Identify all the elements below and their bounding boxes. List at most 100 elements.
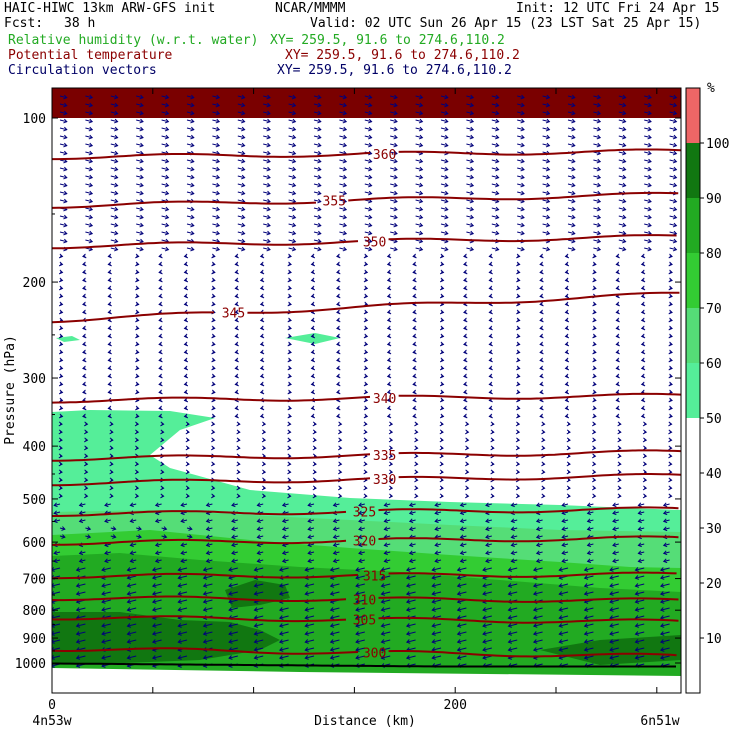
wind-vector-head [634, 647, 640, 652]
theta-contour-label: 360 [373, 148, 396, 163]
wind-vector [254, 623, 264, 627]
wind-vector [517, 247, 525, 251]
wind-vector [237, 167, 245, 171]
wind-vector-head [337, 493, 343, 499]
wind-vector-head [107, 365, 112, 371]
wind-vector [330, 567, 340, 571]
wind-vector [76, 631, 86, 635]
wind-vector-head [380, 591, 386, 596]
wind-vector-head [287, 421, 292, 427]
wind-vector-head [363, 293, 369, 299]
wind-vector-head [456, 591, 462, 596]
wind-vector-head [520, 94, 525, 100]
wind-vector [635, 655, 645, 659]
wind-vector-head [439, 373, 445, 379]
wind-vector [308, 519, 315, 522]
wind-vector-head [463, 325, 468, 331]
wind-vector-head [414, 445, 419, 451]
wind-vector-head [469, 246, 475, 252]
wind-vector-head [58, 269, 64, 275]
wind-vector [155, 551, 162, 554]
wind-vector [333, 519, 340, 522]
wind-vector-head [101, 623, 106, 628]
wind-vector-head [642, 453, 648, 459]
wind-vector-head [439, 405, 445, 411]
wind-vector-head [668, 373, 673, 379]
wind-vector-head [329, 615, 335, 620]
wind-vector-head [668, 261, 673, 267]
wind-vector-head [672, 118, 678, 124]
wind-vector-head [332, 502, 338, 508]
wind-vector-head [583, 631, 589, 636]
wind-vector-head [617, 437, 622, 443]
wind-vector-head [439, 485, 444, 491]
wind-vector-head [463, 317, 468, 323]
wind-vector-head [520, 166, 525, 172]
wind-vector [279, 591, 289, 595]
wind-vector-head [434, 558, 439, 564]
wind-vector-head [412, 405, 417, 411]
wind-vector-head [463, 349, 468, 355]
wind-vector-head [642, 437, 648, 443]
colorbar-tick-label: 70 [706, 302, 722, 317]
wind-vector [339, 119, 347, 123]
wind-vector [212, 191, 220, 195]
wind-vector-head [164, 206, 170, 212]
wind-vector-head [278, 631, 284, 636]
wind-vector-head [444, 134, 449, 140]
wind-vector [279, 639, 289, 643]
wind-vector-head [342, 246, 348, 252]
wind-vector [257, 543, 264, 546]
wind-vector [669, 207, 677, 211]
wind-vector [415, 223, 423, 227]
wind-vector-head [592, 277, 597, 283]
wind-vector [517, 135, 525, 139]
wind-vector [533, 647, 543, 651]
wind-vector-head [490, 485, 495, 491]
wind-vector-head [539, 341, 544, 347]
wind-vector-head [231, 502, 236, 508]
wind-vector-head [75, 655, 81, 660]
wind-vector-head [211, 373, 216, 379]
wind-vector-head [609, 607, 614, 612]
wind-vector [466, 183, 474, 187]
wind-vector-head [495, 142, 500, 148]
wind-vector [406, 623, 416, 627]
wind-vector [508, 567, 518, 571]
wind-vector [669, 223, 677, 227]
wind-vector [508, 639, 518, 643]
wind-vector-head [261, 493, 267, 499]
wind-vector [669, 103, 677, 107]
wind-vector [415, 231, 423, 235]
wind-vector-head [592, 365, 597, 371]
wind-vector-head [672, 94, 678, 100]
wind-vector [618, 103, 626, 107]
wind-vector [440, 207, 448, 211]
wind-vector-head [464, 485, 470, 491]
wind-vector-head [58, 309, 64, 315]
wind-vector-head [463, 277, 468, 283]
wind-vector-head [393, 94, 398, 100]
wind-vector-head [586, 542, 592, 548]
wind-vector-head [463, 373, 468, 379]
wind-vector-head [114, 246, 119, 252]
wind-vector [593, 127, 601, 131]
wind-vector-head [368, 174, 373, 180]
wind-vector-head [241, 150, 246, 156]
wind-vector-head [83, 429, 89, 435]
wind-vector [136, 239, 144, 243]
wind-vector-head [291, 214, 297, 220]
wind-vector-head [342, 198, 348, 204]
wind-vector-head [134, 461, 140, 467]
wind-vector [228, 631, 238, 635]
wind-vector-head [672, 198, 678, 204]
wind-vector-head [259, 357, 265, 363]
wind-vector-head [82, 277, 87, 283]
wind-vector [110, 199, 118, 203]
wind-vector-head [368, 206, 373, 212]
wind-vector-head [439, 325, 445, 331]
wind-vector [161, 95, 169, 99]
wind-vector [212, 207, 220, 211]
wind-vector-head [210, 469, 216, 475]
theta-contour-line [52, 595, 347, 602]
